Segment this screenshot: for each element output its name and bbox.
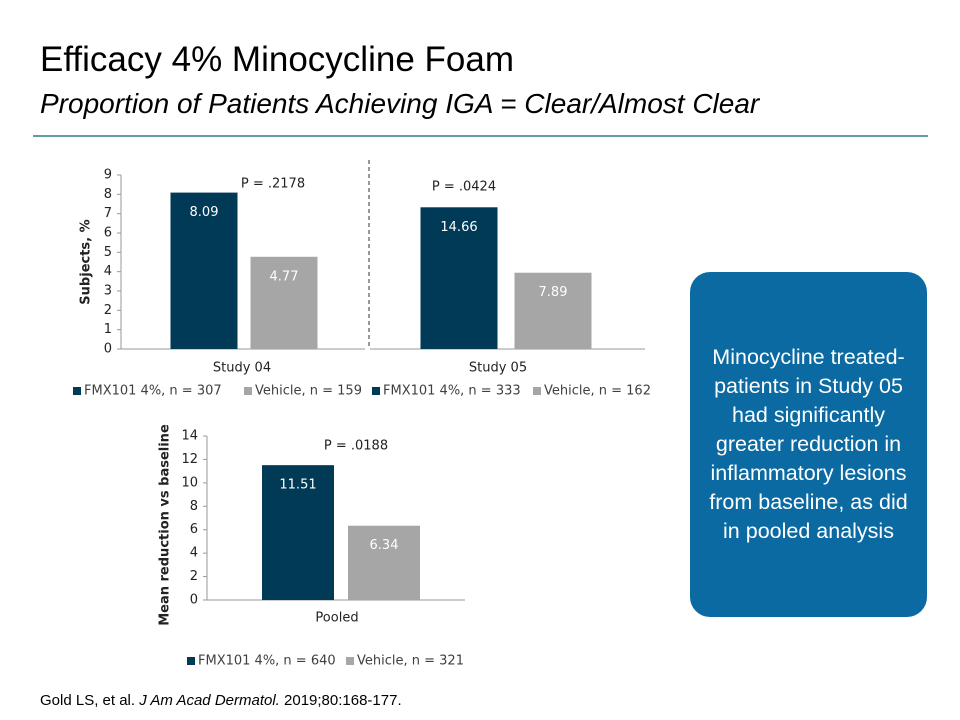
y-tick-label: 6 [190,522,198,537]
y-tick-label: 8 [104,187,112,202]
y-tick-label: 0 [190,593,198,608]
bar [348,525,420,600]
y-tick-label: 4 [104,264,112,279]
bar [170,192,238,349]
title: Efficacy 4% Minocycline Foam [40,40,514,79]
annotation: P = .2178 [241,177,305,192]
annotation: P = .0188 [324,439,388,454]
x-tick-label: Study 04 [213,361,271,376]
callout-text: Minocycline treated-patients in Study 05… [709,345,908,543]
x-tick-label: Study 05 [469,361,527,376]
legend-label: FMX101 4%, n = 640 [198,654,336,669]
callout: Minocycline treated-patients in Study 05… [690,272,927,617]
y-tick-label: 0 [104,342,112,357]
value-label: 14.66 [440,220,477,235]
citation-details: 2019;80:168-177. [284,692,402,709]
y-tick-label: 12 [181,452,198,467]
legend-swatch [372,387,380,395]
legend-swatch [346,657,354,665]
value-label: 6.34 [370,538,399,553]
bar [420,207,498,349]
value-label: 8.09 [190,205,219,220]
y-tick-label: 10 [181,475,198,490]
legend-label: Vehicle, n = 162 [544,384,651,399]
value-label: 11.51 [279,478,316,493]
y-tick-label: 7 [104,206,112,221]
citation: Gold LS, et al. J Am Acad Dermatol. 2019… [40,692,402,709]
y-tick-label: 14 [181,429,198,444]
y-tick-label: 6 [104,226,112,241]
y-tick-label: 5 [104,245,112,260]
y-tick-label: 2 [104,303,112,318]
legend-label: FMX101 4%, n = 307 [84,384,222,399]
citation-authors: Gold LS, et al. [40,692,136,709]
legend-label: FMX101 4%, n = 333 [383,384,521,399]
y-tick-label: 3 [104,284,112,299]
y-tick-label: 9 [104,168,112,183]
y-tick-label: 2 [190,569,198,584]
y-axis-label: Mean reduction vs baseline [158,424,173,626]
bar [250,256,318,349]
value-label: 4.77 [270,269,299,284]
legend-label: Vehicle, n = 159 [255,384,362,399]
annotation: P = .0424 [432,180,496,195]
bar [514,272,592,349]
legend-swatch [187,657,195,665]
bar [262,465,334,600]
subtitle: Proportion of Patients Achieving IGA = C… [40,88,760,119]
y-axis-label: Subjects, % [79,219,94,304]
legend-label: Vehicle, n = 321 [357,654,464,669]
value-label: 7.89 [539,285,568,300]
y-tick-label: 1 [104,322,112,337]
legend-swatch [73,387,81,395]
legend-swatch [533,387,541,395]
y-tick-label: 4 [190,546,198,561]
y-tick-label: 8 [190,499,198,514]
citation-journal: J Am Acad Dermatol. [139,692,280,709]
legend-swatch [244,387,252,395]
x-tick-label: Pooled [315,611,358,626]
